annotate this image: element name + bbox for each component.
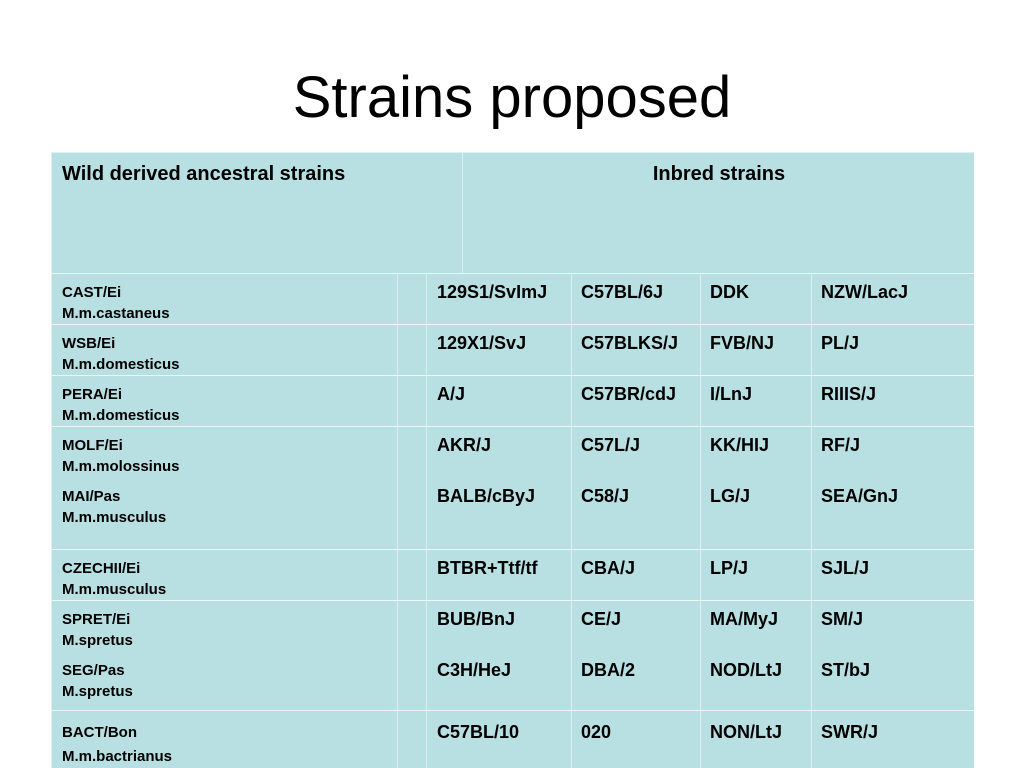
wild-strain-cell: BACT/Bon M.m.bactrianus bbox=[62, 722, 172, 767]
strain-name: BACT/Bon bbox=[62, 724, 137, 741]
strain-name: CAST/Ei bbox=[62, 284, 122, 301]
strains-table: Wild derived ancestral strains Inbred st… bbox=[51, 152, 974, 768]
inbred-strain-cell: NON/LtJ bbox=[710, 722, 782, 742]
inbred-strain-cell: C57L/J bbox=[581, 435, 641, 455]
subspecies-name: M.m.musculus bbox=[62, 581, 167, 598]
strain-name: SEG/Pas bbox=[62, 662, 125, 679]
inbred-strain-cell: KK/HIJ bbox=[710, 435, 770, 455]
inbred-strain-cell: DDK bbox=[710, 282, 749, 302]
strain-name: CZECHII/Ei bbox=[62, 560, 141, 577]
inbred-strain-cell: RIIIS/J bbox=[821, 384, 877, 404]
subspecies-name: M.m.domesticus bbox=[62, 407, 180, 424]
inbred-strain-cell: PL/J bbox=[821, 333, 860, 353]
table-row: SPRET/Ei M.spretus SEG/Pas M.spretus BUB/BnJ… bbox=[52, 600, 974, 710]
table-row: MOLF/Ei M.m.molossinus MAI/Pas M.m.musculus… bbox=[52, 426, 974, 549]
column-divider bbox=[571, 273, 572, 768]
inbred-strain-cell: SJL/J bbox=[821, 558, 870, 578]
inbred-strain-cell: ST/bJ bbox=[821, 660, 871, 680]
inbred-strain-cell: BALB/cByJ bbox=[437, 486, 536, 506]
subspecies-name: M.m.musculus bbox=[62, 509, 167, 526]
inbred-strain-cell: C57BLKS/J bbox=[581, 333, 679, 353]
inbred-strain-cell: AKR/J bbox=[437, 435, 492, 455]
inbred-strain-cell: C58/J bbox=[581, 486, 630, 506]
slide-title: Strains proposed bbox=[292, 65, 732, 130]
inbred-strain-cell: 020 bbox=[581, 722, 612, 742]
header-cell-wild: Wild derived ancestral strains bbox=[52, 153, 463, 273]
inbred-strain-cell: MA/MyJ bbox=[710, 609, 779, 629]
header-wild-label: Wild derived ancestral strains bbox=[62, 163, 346, 185]
inbred-strain-cell: SEA/GnJ bbox=[821, 486, 899, 506]
strain-name: SPRET/Ei bbox=[62, 611, 131, 628]
inbred-strain-cell: FVB/NJ bbox=[710, 333, 775, 353]
wild-strain-cell: MAI/Pas M.m.musculus bbox=[62, 486, 166, 528]
inbred-strain-cell: NZW/LacJ bbox=[821, 282, 909, 302]
inbred-strain-cell: RF/J bbox=[821, 435, 861, 455]
subspecies-name: M.m.molossinus bbox=[62, 458, 180, 475]
inbred-strain-cell: C57BR/cdJ bbox=[581, 384, 677, 404]
inbred-strain-cell: LP/J bbox=[710, 558, 749, 578]
strain-name: PERA/Ei bbox=[62, 386, 123, 403]
inbred-strain-cell: BUB/BnJ bbox=[437, 609, 516, 629]
table-row: BACT/Bon M.m.bactrianus C57BL/10 020 NON/LtJ… bbox=[52, 710, 974, 768]
strain-name: MAI/Pas bbox=[62, 488, 121, 505]
wild-strain-cell: CZECHII/Ei M.m.musculus bbox=[62, 558, 166, 600]
inbred-strain-cell: BTBR+Ttf/tf bbox=[437, 558, 538, 578]
strain-name: WSB/Ei bbox=[62, 335, 116, 352]
subspecies-name: M.m.castaneus bbox=[62, 305, 170, 322]
table-row: WSB/Ei M.m.domesticus 129X1/SvJ C57BLKS/J FV… bbox=[52, 324, 974, 375]
subspecies-name: M.m.bactrianus bbox=[62, 748, 173, 765]
table-row: CAST/Ei M.m.castaneus 129S1/SvImJ C57BL/6J D… bbox=[52, 273, 974, 324]
inbred-strain-cell: DBA/2 bbox=[581, 660, 636, 680]
table-row: PERA/Ei M.m.domesticus A/J C57BR/cdJ I/LnJ RI… bbox=[52, 375, 974, 426]
inbred-strain-cell: C57BL/10 bbox=[437, 722, 520, 742]
column-divider bbox=[426, 273, 427, 768]
column-divider bbox=[700, 273, 701, 768]
inbred-strain-cell: SM/J bbox=[821, 609, 864, 629]
inbred-strain-cell: SWR/J bbox=[821, 722, 879, 742]
subspecies-name: M.spretus bbox=[62, 632, 133, 649]
column-divider bbox=[811, 273, 812, 768]
strain-name: MOLF/Ei bbox=[62, 437, 123, 454]
table-row: CZECHII/Ei M.m.musculus BTBR+Ttf/tf CBA/J LP… bbox=[52, 549, 974, 600]
subspecies-name: M.m.domesticus bbox=[62, 356, 180, 373]
wild-strain-cell: SPRET/Ei M.spretus bbox=[62, 609, 133, 651]
inbred-strain-cell: LG/J bbox=[710, 486, 751, 506]
wild-strain-cell: MOLF/Ei M.m.molossinus bbox=[62, 435, 180, 477]
inbred-strain-cell: 129X1/SvJ bbox=[437, 333, 527, 353]
wild-strain-cell: WSB/Ei M.m.domesticus bbox=[62, 333, 180, 375]
inbred-strain-cell: I/LnJ bbox=[710, 384, 753, 404]
inbred-strain-cell: NOD/LtJ bbox=[710, 660, 782, 680]
subspecies-name: M.spretus bbox=[62, 683, 133, 700]
inbred-strain-cell: CBA/J bbox=[581, 558, 636, 578]
header-inbred-label: Inbred strains bbox=[652, 163, 786, 185]
inbred-strain-cell: C3H/HeJ bbox=[437, 660, 512, 680]
inbred-strain-cell: CE/J bbox=[581, 609, 622, 629]
wild-strain-cell: PERA/Ei M.m.domesticus bbox=[62, 384, 180, 426]
inbred-strain-cell: 129S1/SvImJ bbox=[437, 282, 548, 302]
wild-strain-cell: CAST/Ei M.m.castaneus bbox=[62, 282, 170, 324]
wild-strain-cell: SEG/Pas M.spretus bbox=[62, 660, 133, 702]
inbred-strain-cell: A/J bbox=[437, 384, 466, 404]
header-cell-inbred: Inbred strains bbox=[463, 153, 974, 273]
inbred-strain-cell: C57BL/6J bbox=[581, 282, 664, 302]
column-divider bbox=[397, 273, 398, 768]
